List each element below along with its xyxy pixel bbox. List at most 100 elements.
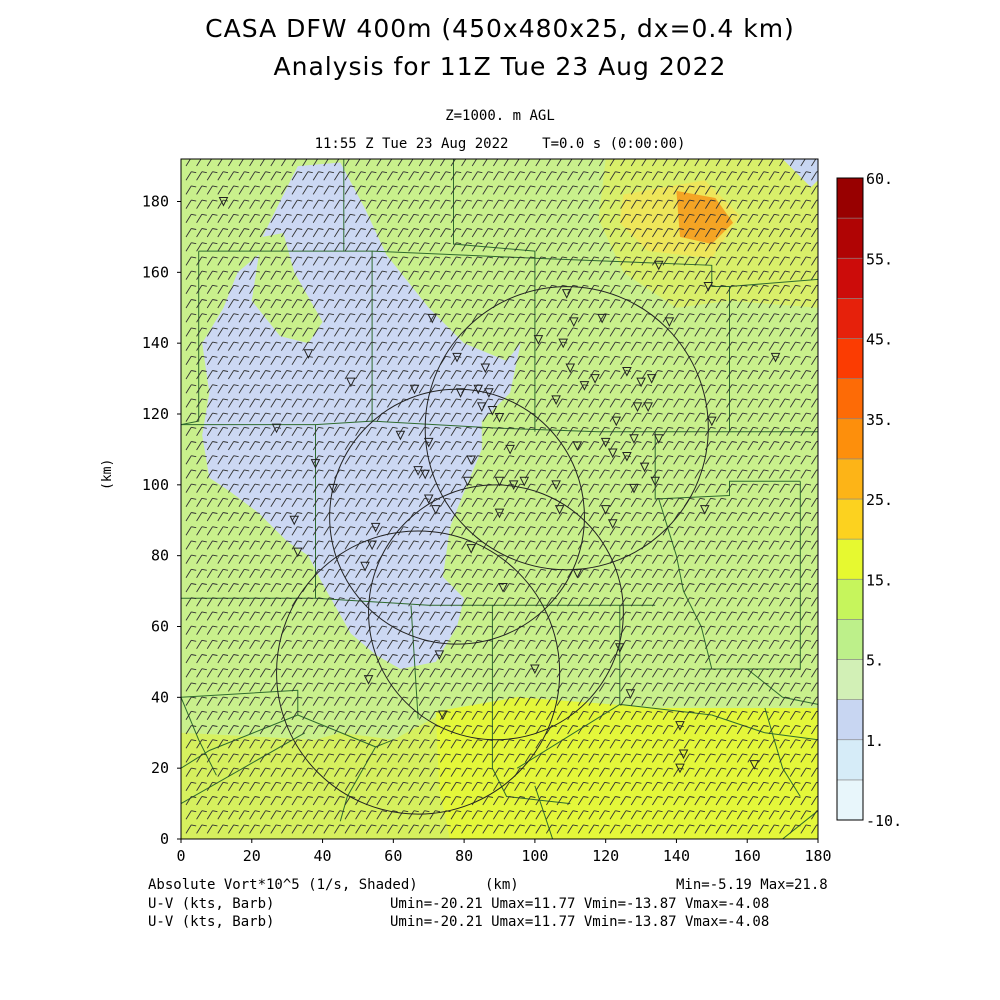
- x-tick-label: 60: [384, 847, 402, 865]
- y-tick-label: 0: [160, 830, 169, 848]
- y-tick-label: 160: [142, 263, 169, 281]
- y-axis-label: (km): [100, 458, 115, 490]
- station-marker: [530, 664, 540, 675]
- station-marker: [395, 430, 406, 441]
- station-marker: [611, 416, 622, 427]
- time-label: 11:55 Z Tue 23 Aug 2022 T=0.0 s (0:00:00…: [314, 136, 686, 152]
- station-marker: [565, 363, 576, 374]
- station-marker: [579, 381, 590, 391]
- wind-barbs: [185, 159, 818, 834]
- y-tick-label: 80: [151, 547, 169, 565]
- wind-barb-field: [185, 159, 818, 834]
- station-marker: [653, 260, 664, 271]
- station-marker: [427, 313, 438, 324]
- colorbar-label: 55.: [866, 250, 893, 268]
- station-marker: [632, 402, 643, 413]
- station-marker: [770, 352, 781, 363]
- colorbar-label: 45.: [866, 331, 893, 349]
- county-line: [410, 605, 419, 719]
- y-tick-label: 140: [142, 334, 169, 352]
- station-marker: [558, 338, 569, 349]
- station-marker: [346, 377, 356, 388]
- station-marker: [551, 395, 561, 405]
- y-tick-label: 60: [151, 618, 169, 636]
- colorbar-swatch: [836, 257, 864, 299]
- station-marker: [476, 402, 487, 413]
- colorbar-swatch: [836, 378, 864, 420]
- station-marker: [409, 384, 420, 395]
- colorbar-swatch: [836, 699, 864, 740]
- radar-range-ring: [276, 530, 561, 815]
- x-tick-label: 100: [521, 847, 548, 865]
- station-marker: [622, 452, 632, 462]
- x-tick-label: 80: [455, 847, 473, 865]
- station-marker: [423, 437, 434, 448]
- station-marker: [699, 505, 710, 515]
- station-marker: [473, 384, 484, 395]
- colorbar-swatch: [836, 338, 864, 379]
- station-marker: [590, 374, 600, 384]
- station-marker: [597, 313, 607, 324]
- station-marker: [487, 405, 498, 416]
- station-marker: [572, 441, 583, 451]
- station-marker: [494, 476, 505, 487]
- station-marker: [622, 367, 632, 377]
- station-marker: [600, 437, 611, 448]
- x-tick-label: 180: [804, 847, 831, 865]
- station-marker: [292, 547, 303, 558]
- station-marker: [413, 466, 423, 476]
- station-marker: [707, 416, 717, 427]
- station-marker: [650, 476, 661, 487]
- station-marker: [303, 349, 314, 359]
- station-marker: [629, 483, 639, 494]
- county-line: [764, 707, 801, 797]
- station-marker: [271, 423, 282, 434]
- radar-range-ring: [368, 484, 624, 741]
- colorbar-swatch: [836, 418, 864, 460]
- station-marker: [363, 675, 374, 685]
- colorbar-label: 60.: [866, 170, 893, 188]
- county-line: [746, 668, 818, 705]
- station-marker: [508, 480, 519, 490]
- county-line: [711, 714, 818, 741]
- colorbar-label: 15.: [866, 571, 893, 589]
- field-low-band: [202, 162, 521, 669]
- station-marker: [561, 289, 572, 299]
- county-line: [654, 431, 801, 500]
- field-low-corner: [782, 159, 818, 188]
- county-line: [453, 159, 535, 252]
- field-minmax: Min=-5.19 Max=21.8: [676, 877, 828, 893]
- chart-subtitle: Analysis for 11Z Tue 23 Aug 2022: [273, 52, 727, 81]
- county-line: [658, 498, 713, 670]
- colorbar: -10. 1. 5. 15. 25. 35. 45. 55. 60.: [836, 170, 902, 830]
- colorbar-swatch: [836, 177, 864, 219]
- y-tick-label: 180: [142, 193, 169, 211]
- station-marker: [533, 335, 544, 345]
- x-tick-label: 20: [243, 847, 261, 865]
- station-marker: [615, 643, 625, 653]
- x-unit-label: (km): [485, 877, 519, 893]
- colorbar-label: 25.: [866, 491, 893, 509]
- county-line: [339, 746, 377, 822]
- station-marker: [653, 434, 664, 444]
- station-marker: [455, 388, 466, 398]
- colorbar-label: 5.: [866, 652, 884, 670]
- colorbar-swatch: [836, 498, 864, 540]
- station-marker: [572, 568, 583, 579]
- y-axis: 0 20 40 60 80 100 120 140 160 180: [142, 193, 181, 848]
- county-line: [534, 785, 554, 839]
- station-marker: [639, 462, 650, 473]
- colorbar-swatch: [836, 538, 864, 580]
- station-marker: [600, 505, 611, 515]
- station-marker: [430, 505, 441, 515]
- station-marker: [434, 650, 445, 660]
- colorbar-swatch: [836, 578, 864, 620]
- station-marker: [423, 494, 434, 505]
- station-marker: [607, 519, 618, 529]
- county-line: [372, 250, 730, 287]
- field-label: Absolute Vort*10^5 (1/s, Shaded): [148, 877, 418, 893]
- colorbar-swatch: [836, 659, 864, 700]
- barb-stats-2: Umin=-20.21 Umax=11.77 Vmin=-13.87 Vmax=…: [390, 914, 770, 930]
- y-tick-label: 100: [142, 476, 169, 494]
